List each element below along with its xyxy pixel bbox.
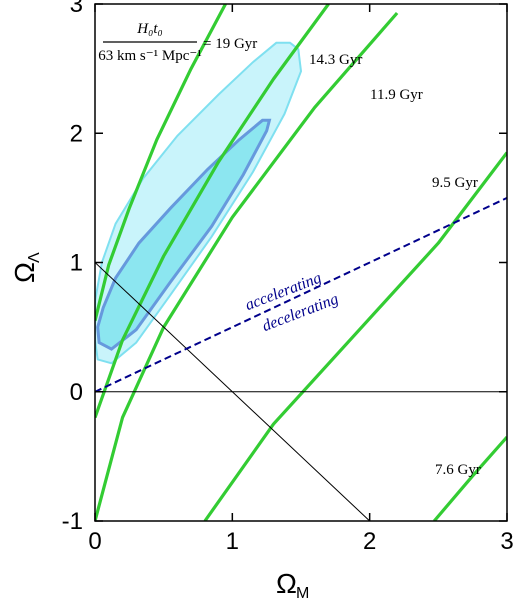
x-tick-label: 2	[363, 528, 376, 555]
age-curve-11-9	[95, 11, 399, 521]
x-axis-label: Ω M	[276, 568, 309, 601]
age-label-11-9: 11.9 Gyr	[370, 87, 423, 103]
y-axis-label: Ω Λ	[9, 252, 43, 283]
y-tick-label: 3	[70, 0, 83, 18]
x-tick-label: 3	[500, 528, 513, 555]
y-tick-label: 0	[70, 379, 83, 406]
age-label-7-6: 7.6 Gyr	[435, 462, 481, 478]
y-axis-symbol: Ω	[9, 262, 40, 283]
age-label-14-3: 14.3 Gyr	[309, 52, 362, 68]
age-curves	[95, 4, 507, 521]
y-tick-label: -1	[62, 508, 83, 535]
confidence-regions	[95, 41, 303, 365]
x-tick-label: 1	[226, 528, 239, 555]
y-tick-label: 1	[70, 250, 83, 277]
age-curve-19	[95, 4, 227, 322]
formula-result: = 19 Gyr	[203, 36, 257, 52]
age-curve-7-6	[432, 435, 507, 521]
accel-boundary-line	[95, 196, 507, 393]
x-axis-subscript: M	[296, 585, 309, 601]
age-curve-9-5	[203, 151, 507, 521]
y-tick-label: 2	[70, 120, 83, 147]
age-curve-14-3	[95, 4, 330, 419]
x-axis-symbol: Ω	[276, 568, 297, 599]
inner-confidence-region	[96, 118, 272, 351]
flat-universe-line	[95, 262, 371, 521]
formula-denominator: 63 km s⁻¹ Mpc⁻¹	[98, 48, 202, 64]
reference-lines	[95, 196, 507, 521]
x-tick-label: 0	[88, 528, 101, 555]
formula-numerator: H₀t₀	[136, 21, 162, 37]
age-label-9-5: 9.5 Gyr	[432, 175, 478, 191]
formula-annotation: H₀t₀ 63 km s⁻¹ Mpc⁻¹ = 19 Gyr	[98, 21, 257, 64]
y-axis-subscript: Λ	[26, 252, 43, 263]
